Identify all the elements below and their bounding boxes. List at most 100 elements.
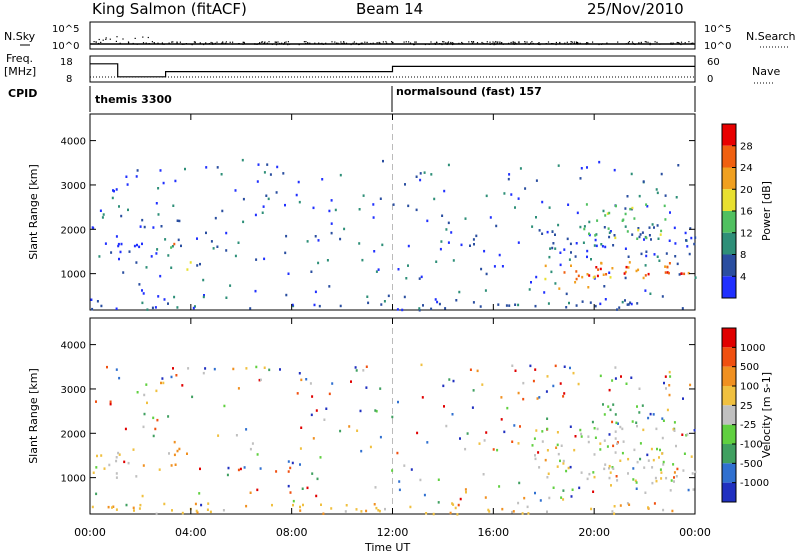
echo-cell: [547, 302, 550, 305]
echo-speckle: [562, 395, 565, 398]
echo-speckle: [251, 442, 254, 445]
echo-cell: [330, 507, 333, 510]
nsky-point: [441, 43, 443, 46]
echo-cell: [454, 506, 457, 510]
nsky-point: [468, 41, 470, 43]
echo-speckle: [643, 238, 645, 241]
echo-speckle: [379, 435, 382, 439]
echo-speckle: [237, 468, 240, 472]
nsky-point: [625, 43, 627, 45]
echo-cell: [681, 307, 684, 310]
echo-speckle: [267, 197, 270, 201]
echo-cell: [104, 242, 107, 245]
echo-speckle: [205, 231, 207, 235]
nsky-point: [476, 42, 479, 44]
echo-speckle: [410, 468, 413, 471]
nsky-point: [403, 41, 405, 43]
nsky-point: [489, 41, 491, 43]
echo-speckle: [157, 187, 160, 190]
x-tick-label: 00:00: [74, 526, 106, 539]
echo-speckle: [557, 164, 560, 167]
echo-cell: [662, 460, 665, 464]
echo-cell: [173, 242, 176, 246]
echo-cell: [596, 274, 599, 278]
echo-speckle: [464, 447, 467, 451]
echo-cell: [621, 219, 624, 222]
echo-cell: [110, 251, 113, 254]
echo-speckle: [624, 207, 627, 210]
echo-speckle: [229, 284, 232, 287]
echo-cell: [559, 459, 561, 463]
echo-speckle: [115, 368, 118, 371]
echo-speckle: [186, 452, 188, 455]
echo-cell: [627, 266, 630, 269]
nsky-point: [98, 42, 100, 45]
echo-speckle: [287, 484, 290, 488]
nsky-point: [537, 43, 539, 45]
echo-speckle: [593, 244, 596, 247]
echo-speckle: [173, 295, 176, 299]
echo-cell: [686, 433, 689, 436]
nsky-point: [486, 43, 488, 45]
echo-speckle: [249, 447, 252, 451]
echo-cell: [636, 302, 639, 305]
echo-speckle: [136, 391, 139, 394]
echo-cell: [645, 203, 648, 206]
nsky-point: [274, 41, 276, 43]
nsky-point: [555, 41, 557, 44]
nave-label: Nave: [752, 65, 780, 78]
echo-speckle: [210, 240, 213, 243]
echo-cell: [588, 472, 591, 476]
nsky-point: [136, 43, 138, 45]
echo-speckle: [235, 434, 238, 437]
echo-cell: [655, 479, 658, 483]
nsky-point: [672, 43, 674, 45]
echo-speckle: [610, 484, 612, 487]
echo-speckle: [416, 431, 419, 435]
echo-speckle: [330, 222, 333, 225]
nsky-point: [627, 42, 629, 44]
echo-cell: [586, 477, 589, 481]
echo-speckle: [572, 371, 575, 375]
echo-speckle: [655, 188, 658, 191]
echo-cell: [511, 510, 513, 514]
echo-cell: [673, 429, 676, 432]
echo-speckle: [366, 295, 369, 298]
echo-cell: [111, 506, 113, 509]
echo-cell: [631, 420, 634, 423]
nsky-point: [532, 42, 534, 45]
echo-speckle: [530, 281, 532, 284]
echo-speckle: [314, 290, 317, 294]
nsky-point: [358, 43, 360, 46]
x-axis-label: Time UT: [364, 541, 410, 554]
echo-speckle: [669, 489, 672, 492]
echo-speckle: [455, 299, 458, 302]
nsky-point: [678, 42, 680, 44]
nsky-point: [115, 40, 117, 42]
echo-speckle: [598, 160, 601, 164]
echo-cell: [271, 503, 273, 507]
echo-speckle: [317, 261, 320, 265]
echo-speckle: [419, 478, 422, 482]
echo-cell: [479, 305, 482, 308]
echo-cell: [661, 436, 664, 440]
nsky-point: [222, 41, 224, 43]
echo-speckle: [415, 208, 418, 212]
echo-speckle: [503, 430, 506, 434]
colorbar-segment: [722, 463, 736, 483]
echo-speckle: [261, 211, 264, 214]
echo-speckle: [174, 179, 177, 183]
echo-speckle: [255, 258, 258, 261]
echo-cell: [583, 227, 586, 231]
echo-cell: [556, 431, 559, 434]
echo-cell: [595, 233, 598, 236]
nsky-point: [692, 42, 694, 44]
echo-speckle: [559, 382, 562, 385]
echo-speckle: [535, 275, 538, 279]
echo-speckle: [155, 202, 158, 205]
echo-speckle: [476, 369, 479, 373]
echo-speckle: [517, 197, 520, 200]
nsky-point: [105, 38, 107, 40]
echo-speckle: [638, 387, 641, 390]
echo-speckle: [122, 271, 125, 274]
